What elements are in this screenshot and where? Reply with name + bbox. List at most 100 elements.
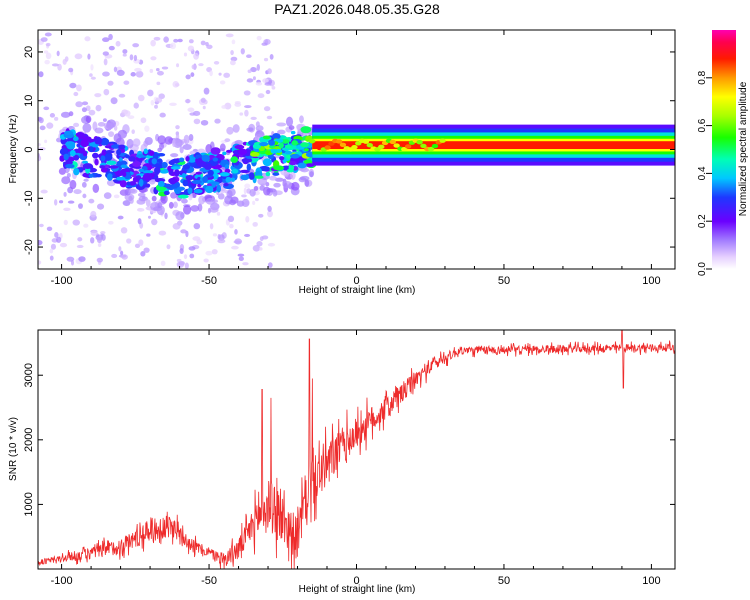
band-blob — [176, 186, 186, 191]
transition-blob — [300, 142, 310, 148]
scatter-blob — [252, 76, 256, 81]
scatter-blob — [245, 215, 250, 223]
y-tick-label: -10 — [23, 190, 35, 206]
scatter-blob — [56, 50, 60, 57]
band-blob — [92, 152, 99, 159]
scatter-blob — [90, 237, 95, 244]
scatter-blob — [244, 105, 252, 109]
band-blob — [82, 150, 88, 157]
scatter-blob — [108, 45, 115, 51]
scatter-blob — [177, 38, 183, 43]
scatter-blob — [138, 239, 144, 246]
scatter-blob — [108, 33, 113, 41]
carrier-ripple — [431, 143, 439, 149]
scatter-blob — [126, 238, 132, 244]
band-blob — [118, 157, 123, 162]
scatter-blob — [243, 187, 247, 195]
scatter-blob — [123, 80, 130, 85]
halo-blob — [85, 115, 92, 123]
scatter-blob — [39, 223, 44, 228]
band-blob — [217, 176, 223, 184]
scatter-blob — [97, 203, 105, 210]
halo-blob — [69, 179, 77, 190]
halo-blob — [94, 127, 104, 134]
y-tick-label: 0 — [23, 146, 35, 152]
scatter-blob — [173, 38, 179, 43]
scatter-blob — [82, 193, 87, 199]
scatter-blob — [62, 58, 67, 65]
band-blob — [223, 182, 229, 187]
scatter-blob — [159, 112, 166, 118]
scatter-blob — [258, 247, 263, 251]
scatter-blob — [68, 67, 74, 73]
halo-blob — [269, 175, 277, 181]
band-blob — [238, 148, 248, 155]
scatter-blob — [135, 70, 144, 78]
band-blob — [88, 173, 94, 178]
scatter-blob — [38, 143, 42, 147]
scatter-blob — [150, 56, 157, 61]
band-blob — [272, 133, 281, 140]
band-blob — [144, 183, 151, 188]
scatter-blob — [54, 116, 59, 121]
halo-blob — [182, 144, 192, 151]
transition-blob — [259, 141, 269, 147]
scatter-blob — [188, 39, 194, 44]
band-blob — [196, 162, 208, 167]
scatter-blob — [56, 236, 62, 243]
scatter-blob — [263, 106, 271, 112]
scatter-blob — [255, 198, 259, 202]
scatter-blob — [246, 54, 252, 59]
scatter-blob — [183, 254, 188, 260]
halo-blob — [198, 195, 206, 205]
scatter-blob — [193, 118, 201, 125]
scatter-blob — [219, 80, 226, 85]
scatter-blob — [271, 85, 276, 90]
scatter-blob — [151, 218, 158, 226]
scatter-blob — [40, 189, 48, 194]
scatter-blob — [44, 32, 52, 37]
transition-blob — [249, 152, 260, 157]
scatter-blob — [67, 200, 75, 204]
band-blob — [132, 177, 138, 183]
scatter-blob — [229, 223, 234, 229]
band-blob — [205, 185, 214, 194]
y-tick-label: 10 — [23, 95, 35, 107]
band-blob — [191, 179, 202, 184]
scatter-blob — [103, 58, 108, 66]
band-blob — [185, 155, 190, 162]
scatter-blob — [265, 89, 271, 95]
scatter-blob — [147, 89, 154, 97]
band-blob — [240, 174, 250, 181]
transition-blob — [270, 148, 278, 154]
band-blob — [182, 164, 191, 170]
scatter-blob — [81, 107, 87, 113]
scatter-blob — [113, 66, 118, 73]
halo-blob — [160, 193, 168, 204]
band-blob — [210, 159, 215, 165]
scatter-blob — [88, 198, 95, 204]
scatter-blob — [209, 70, 213, 77]
scatter-blob — [217, 233, 221, 240]
halo-blob — [181, 198, 188, 204]
x-tick-label: 100 — [642, 575, 660, 587]
band-blob — [224, 164, 230, 170]
scatter-blob — [242, 262, 249, 266]
scatter-blob — [246, 78, 254, 83]
halo-blob — [170, 192, 178, 199]
scatter-blob — [175, 83, 180, 87]
y-tick-label: -20 — [23, 239, 35, 255]
band-blob — [154, 166, 161, 175]
scatter-blob — [206, 44, 213, 50]
scatter-blob — [83, 178, 89, 182]
scatter-blob — [122, 53, 127, 57]
scatter-blob — [230, 49, 234, 56]
halo-blob — [274, 177, 284, 182]
band-blob — [128, 181, 137, 186]
transition-blob — [291, 140, 298, 146]
band-blob — [212, 157, 219, 162]
scatter-blob — [103, 88, 110, 96]
band-blob — [163, 190, 170, 196]
band-blob — [59, 155, 65, 162]
halo-blob — [164, 136, 174, 145]
